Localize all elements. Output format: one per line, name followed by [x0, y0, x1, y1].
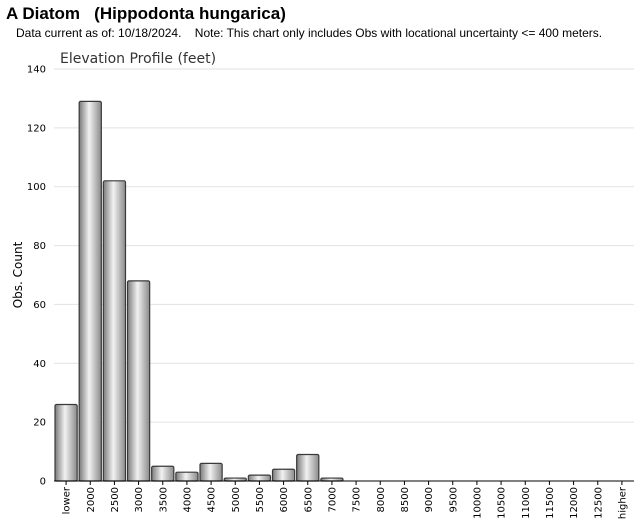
bar [78, 100, 102, 482]
x-tick-label: 6500 [303, 487, 314, 512]
x-tick-label: 12000 [569, 487, 580, 519]
x-tick-label: 5000 [231, 487, 242, 512]
x-tick-label: 2000 [86, 487, 97, 512]
y-tick-label: 120 [27, 123, 46, 134]
y-tick-label: 80 [33, 241, 46, 252]
x-tick-label: 6000 [279, 487, 290, 512]
y-axis-title: Obs. Count [11, 241, 25, 308]
x-tick-label: 7000 [327, 487, 338, 512]
x-tick-label: 5500 [255, 487, 266, 512]
x-tick-label: 4500 [207, 487, 218, 512]
x-tick-label: 9500 [448, 487, 459, 512]
y-tick-label: 60 [33, 300, 46, 311]
bar [271, 468, 296, 482]
bar [175, 471, 199, 482]
x-tick-label: 4000 [182, 487, 193, 512]
y-tick-label: 20 [33, 418, 46, 429]
bar [151, 465, 175, 482]
y-tick-label: 0 [40, 477, 46, 488]
page-title: A Diatom (Hippodonta hungarica) [6, 4, 286, 23]
x-tick-label: 2500 [110, 487, 121, 512]
bar [247, 474, 272, 482]
x-tick-label: 10500 [497, 487, 508, 519]
x-tick-label: 9000 [424, 487, 435, 512]
bar [296, 453, 320, 482]
y-tick-label: 140 [27, 65, 46, 76]
y-tick-label: 40 [33, 359, 46, 370]
x-tick-label: 11500 [545, 487, 556, 519]
y-tick-label: 100 [27, 182, 46, 193]
x-tick-label: higher [617, 486, 628, 519]
x-tick-label: lower [62, 486, 73, 514]
x-tick-label: 7500 [352, 487, 363, 512]
bar [126, 280, 151, 482]
x-tick-label: 8000 [376, 487, 387, 512]
bar [102, 180, 127, 482]
x-tick-label: 3500 [158, 487, 169, 512]
x-tick-label: 3000 [134, 487, 145, 512]
x-tick-label: 8500 [400, 487, 411, 512]
x-tick-label: 10000 [472, 487, 483, 519]
bar [54, 403, 78, 482]
bar [199, 462, 223, 482]
page-subtitle: Data current as of: 10/18/2024. Note: Th… [16, 26, 603, 40]
chart-title: Elevation Profile (feet) [60, 51, 216, 67]
x-tick-label: 11000 [521, 487, 532, 519]
x-tick-label: 12500 [593, 487, 604, 519]
